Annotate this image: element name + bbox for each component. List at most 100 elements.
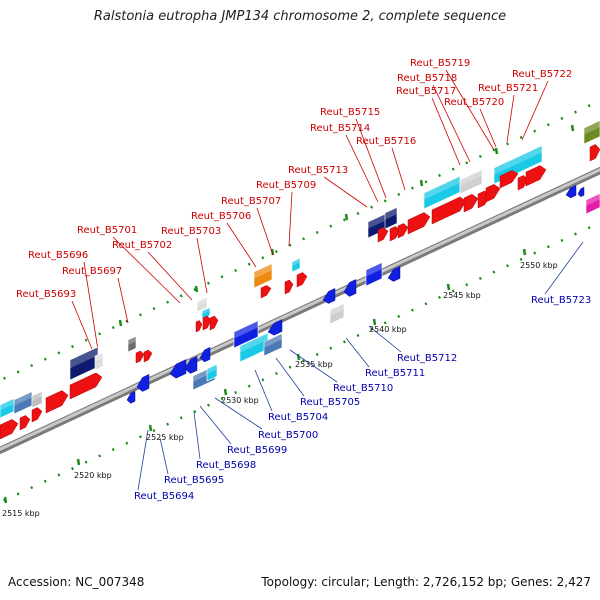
kbp-tick	[570, 124, 575, 132]
kbp-tick	[76, 458, 81, 466]
forward-gene-arrow	[431, 196, 467, 225]
gene-block	[291, 257, 301, 273]
forward-gene-arrow	[517, 175, 529, 191]
forward-gene-arrow	[284, 279, 294, 295]
reverse-gene-label: Reut_B5710	[333, 383, 393, 394]
forward-gene-label: Reut_B5707	[221, 196, 281, 207]
reverse-gene-arrow	[343, 279, 357, 297]
forward-leader	[117, 277, 129, 324]
reverse-gene-label: Reut_B5712	[397, 353, 457, 364]
gene-block	[263, 333, 283, 357]
gene-labels: Reut_B5693 Reut_B5696 Reut_B5697 Reut_B5701…	[16, 58, 591, 502]
forward-leader	[147, 251, 193, 301]
kbp-tick	[494, 147, 499, 155]
forward-gene-arrow	[69, 372, 103, 400]
gene-block	[384, 206, 398, 230]
reverse-gene-arrow	[199, 347, 211, 363]
forward-leader	[112, 236, 181, 304]
kbp-tick	[372, 318, 377, 326]
gene-block	[196, 296, 208, 313]
reverse-leader	[199, 405, 232, 445]
reverse-gene-arrow	[126, 390, 136, 404]
reverse-gene-label: Reut_B5711	[365, 368, 425, 379]
reverse-gene-label: Reut_B5695	[164, 475, 224, 486]
forward-gene-arrow	[19, 415, 31, 431]
forward-leader	[323, 176, 368, 208]
forward-gene-arrow	[407, 212, 431, 235]
forward-gene-label: Reut_B5722	[512, 69, 572, 80]
forward-gene-label: Reut_B5702	[112, 240, 172, 251]
forward-leader	[345, 134, 379, 203]
tick-label-2545: 2545 kbp	[443, 291, 481, 300]
forward-gene-label: Reut_B5696	[28, 250, 88, 261]
forward-leader	[256, 207, 274, 256]
tick-label-2535: 2535 kbp	[295, 360, 333, 369]
gene-block	[459, 169, 483, 195]
reverse-gene-arrow	[169, 359, 187, 379]
forward-gene-arrow	[143, 349, 153, 363]
gene-block	[585, 193, 600, 215]
forward-leader	[83, 261, 99, 351]
reverse-leader	[159, 437, 169, 475]
forward-gene-label: Reut_B5717	[396, 86, 456, 97]
reverse-gene-label: Reut_B5704	[268, 412, 328, 423]
tick-label-2520: 2520 kbp	[74, 471, 112, 480]
kbp-tick	[223, 388, 228, 396]
gene-block	[94, 351, 104, 371]
forward-gene-arrow	[499, 170, 519, 189]
reverse-leader	[137, 429, 149, 491]
kbp-tick	[3, 496, 8, 504]
kbp-tick	[344, 213, 349, 221]
map-title: Ralstonia eutropha JMP134 chromosome 2, …	[93, 9, 507, 24]
gene-features	[0, 120, 600, 440]
forward-gene-arrow	[202, 315, 212, 331]
forward-gene-label: Reut_B5703	[161, 226, 221, 237]
reverse-leader	[289, 349, 338, 383]
reverse-gene-arrow	[577, 186, 585, 197]
forward-gene-label: Reut_B5706	[191, 211, 251, 222]
forward-gene-label: Reut_B5720	[444, 97, 504, 108]
forward-gene-label: Reut_B5697	[62, 266, 122, 277]
backbone	[0, 166, 600, 455]
forward-gene-arrow	[260, 285, 272, 299]
forward-leader	[226, 222, 257, 268]
reverse-leader	[345, 337, 370, 368]
kbp-tick	[446, 283, 451, 291]
reverse-gene-arrow	[136, 374, 150, 392]
reverse-leader	[193, 411, 201, 460]
reverse-gene-arrow	[387, 266, 401, 282]
kbp-tick-labels: 2515 kbp 2520 kbp 2525 kbp 2530 kbp 2535…	[2, 261, 558, 518]
gene-block	[13, 391, 33, 415]
forward-gene-arrow	[377, 227, 389, 243]
reverse-gene-arrow	[322, 288, 336, 304]
kbp-tick	[419, 179, 424, 187]
forward-gene-label: Reut_B5715	[320, 107, 380, 118]
gene-block	[127, 335, 137, 353]
forward-leader	[288, 191, 293, 247]
reverse-leader	[368, 325, 402, 353]
reverse-gene-label: Reut_B5698	[196, 460, 256, 471]
reverse-gene-arrow	[184, 356, 198, 374]
forward-gene-label: Reut_B5713	[288, 165, 348, 176]
track-lines	[0, 99, 600, 504]
forward-leader	[479, 108, 497, 148]
outer-forward-track	[0, 99, 600, 382]
forward-gene-arrow	[45, 390, 69, 414]
forward-gene-label: Reut_B5719	[410, 58, 470, 69]
forward-gene-arrow	[463, 194, 479, 213]
label-leader-lines	[71, 69, 584, 491]
reverse-gene-label: Reut_B5705	[300, 397, 360, 408]
gene-block	[329, 303, 345, 325]
forward-gene-label: Reut_B5701	[77, 225, 137, 236]
forward-gene-arrow	[296, 272, 308, 288]
forward-gene-label: Reut_B5721	[478, 83, 538, 94]
tick-label-2550: 2550 kbp	[520, 261, 558, 270]
reverse-leader	[214, 397, 263, 430]
gene-block	[0, 398, 15, 419]
kbp-tick	[148, 424, 153, 432]
gene-block	[206, 363, 218, 382]
forward-leader	[431, 97, 461, 166]
outer-reverse-track	[0, 221, 600, 504]
gene-block	[253, 263, 273, 289]
forward-leader	[521, 80, 549, 141]
